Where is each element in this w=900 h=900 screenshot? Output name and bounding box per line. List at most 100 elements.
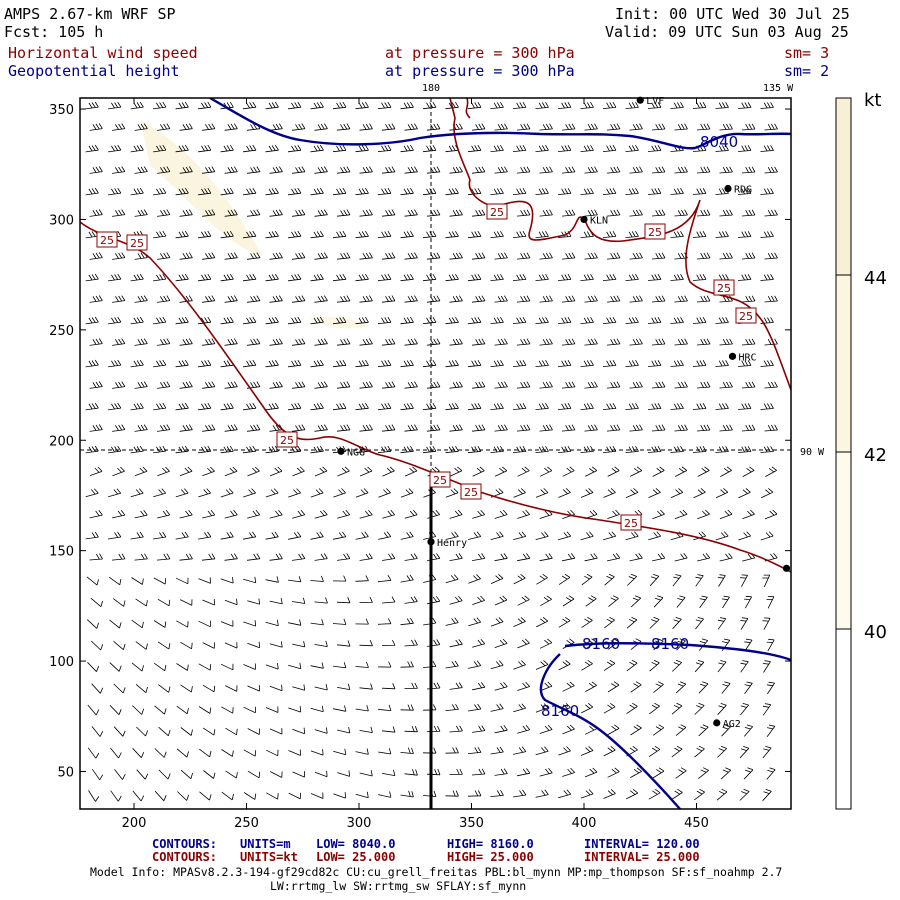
wind-barb: [108, 359, 122, 368]
wind-barb: [630, 681, 642, 693]
wind-barb: [243, 576, 257, 584]
wind-barb: [494, 166, 508, 174]
wind-barb: [333, 662, 347, 669]
wind-barb: [242, 187, 257, 196]
wind-barb: [467, 790, 482, 797]
wind-barb: [737, 231, 752, 238]
wind-barb: [175, 144, 189, 153]
wind-barb: [202, 123, 216, 131]
wind-barb: [310, 531, 324, 540]
wind-barb: [157, 338, 171, 346]
wind-barb: [471, 768, 486, 776]
wind-barb: [220, 531, 234, 540]
wind-barb: [651, 209, 666, 217]
wind-barb: [89, 466, 103, 476]
wind-barb: [625, 188, 639, 195]
wind-barb: [336, 166, 351, 174]
wind-barb: [629, 252, 643, 260]
wind-barb: [535, 746, 549, 756]
wind-barb: [513, 488, 526, 498]
wind-barb: [494, 381, 508, 389]
wind-barb: [287, 230, 302, 239]
wind-barb: [265, 619, 279, 627]
wind-barb: [225, 685, 238, 692]
station-label: NGG: [347, 447, 365, 458]
wind-barb: [246, 209, 261, 217]
wind-barb: [314, 727, 328, 734]
wind-barb: [719, 509, 733, 520]
wind-barb: [157, 424, 171, 432]
wind-barb: [764, 509, 778, 520]
wind-barb: [243, 706, 256, 714]
wind-barb: [265, 663, 279, 670]
wind-barb: [445, 488, 459, 498]
wind-barb: [134, 466, 148, 477]
wind-barb: [606, 252, 621, 260]
wind-barb: [288, 619, 302, 626]
wind-barb: [310, 144, 324, 153]
svg-text:25: 25: [100, 234, 114, 247]
station-label: RDG: [734, 185, 752, 196]
colorbar-tick-42: 42: [864, 445, 887, 466]
wind-barb: [269, 381, 283, 389]
wind-barb: [288, 749, 301, 756]
meridian-135w-label: 135 W: [763, 83, 794, 94]
wind-barb: [512, 102, 527, 109]
wind-barb: [130, 402, 144, 411]
wind-barb: [157, 598, 171, 607]
wind-barb: [494, 725, 508, 734]
wind-barb: [378, 488, 391, 498]
wind-barb: [355, 705, 369, 712]
wind-barb: [670, 317, 684, 324]
wind-barb: [561, 338, 576, 346]
wind-barb: [154, 790, 167, 802]
wind-barb: [699, 595, 708, 608]
wind-barb: [719, 252, 733, 260]
wind-barb: [377, 704, 392, 711]
wind-barb: [670, 488, 684, 498]
wind-barb: [310, 749, 324, 756]
wind-barb: [647, 274, 662, 281]
wind-barb: [336, 640, 351, 647]
wind-barb: [198, 445, 212, 454]
wind-barb: [112, 295, 126, 303]
wind-barb: [130, 144, 144, 153]
wind-barb: [132, 790, 145, 802]
wind-barb: [108, 187, 122, 196]
wind-barb: [692, 360, 707, 367]
wind-barb: [85, 488, 99, 498]
wind-barb: [377, 574, 392, 583]
wind-barb: [333, 748, 347, 756]
wind-barb: [766, 681, 775, 695]
wind-barb: [696, 166, 711, 174]
wind-barb: [153, 531, 167, 540]
wind-barb: [694, 745, 705, 758]
wind-barb: [333, 531, 347, 540]
wind-barb: [85, 531, 99, 540]
wind-barb: [562, 553, 576, 562]
wind-barb: [134, 166, 148, 174]
wind-barb: [85, 101, 99, 110]
wind-barb: [740, 617, 749, 630]
wind-barb: [110, 747, 122, 759]
wind-barb: [471, 338, 486, 346]
wind-barb: [696, 123, 711, 131]
wind-barb: [135, 641, 148, 650]
wind-barb: [224, 642, 238, 649]
wind-barb: [584, 295, 598, 303]
wind-barb: [243, 488, 256, 498]
wind-barb: [310, 316, 324, 325]
wind-barb: [221, 749, 234, 757]
wind-barb: [134, 510, 148, 519]
wind-barb: [561, 166, 576, 174]
wind-barb: [220, 445, 234, 454]
wind-barb: [607, 767, 620, 778]
wind-barb: [630, 595, 642, 608]
wind-barb: [89, 252, 103, 260]
wind-barb: [744, 595, 753, 609]
wind-barb: [220, 273, 234, 282]
wind-barb: [359, 770, 373, 777]
wind-barb: [90, 597, 103, 608]
wind-barb: [626, 788, 639, 800]
wind-barb: [606, 166, 621, 174]
